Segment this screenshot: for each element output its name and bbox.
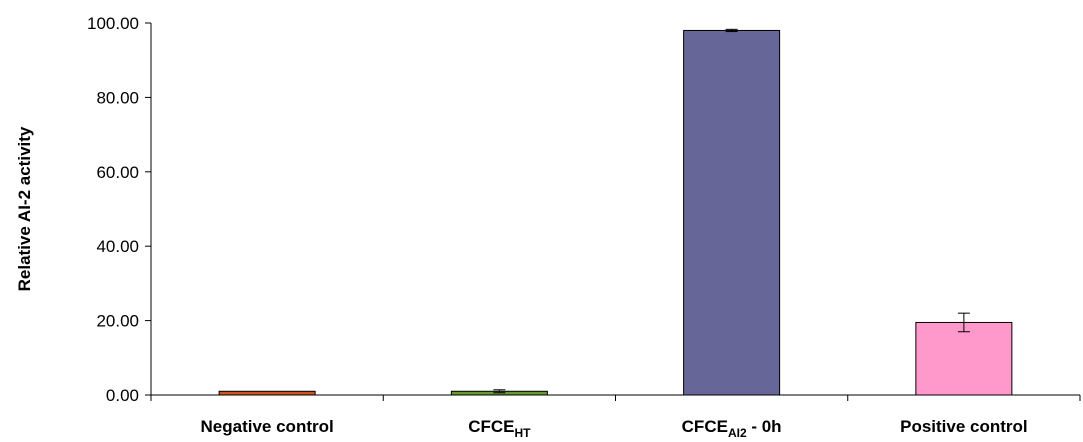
y-tick-label: 60.00 bbox=[96, 163, 139, 182]
x-category-label: CFCEAI2 - 0h bbox=[682, 417, 782, 440]
bar bbox=[683, 29, 781, 396]
x-axis: Negative control CFCEHT CFCEAI2 - 0h Positi… bbox=[150, 394, 1081, 440]
bar bbox=[218, 390, 316, 396]
x-category-label: CFCEHT bbox=[468, 417, 531, 440]
y-tick-label: 20.00 bbox=[96, 312, 139, 331]
x-category-label: Negative control bbox=[201, 417, 334, 436]
y-tick-label: 40.00 bbox=[96, 237, 139, 256]
bars bbox=[218, 28, 1013, 396]
x-category-label: Positive control bbox=[900, 417, 1028, 436]
y-axis-label: Relative AI-2 activity bbox=[15, 126, 34, 291]
y-tick-label: 0.00 bbox=[106, 386, 139, 405]
bar bbox=[915, 321, 1013, 396]
y-tick-label: 100.00 bbox=[87, 14, 139, 33]
y-axis: 0.00 20.00 40.00 60.00 80.00 100.00 bbox=[87, 14, 152, 405]
y-tick-label: 80.00 bbox=[96, 88, 139, 107]
